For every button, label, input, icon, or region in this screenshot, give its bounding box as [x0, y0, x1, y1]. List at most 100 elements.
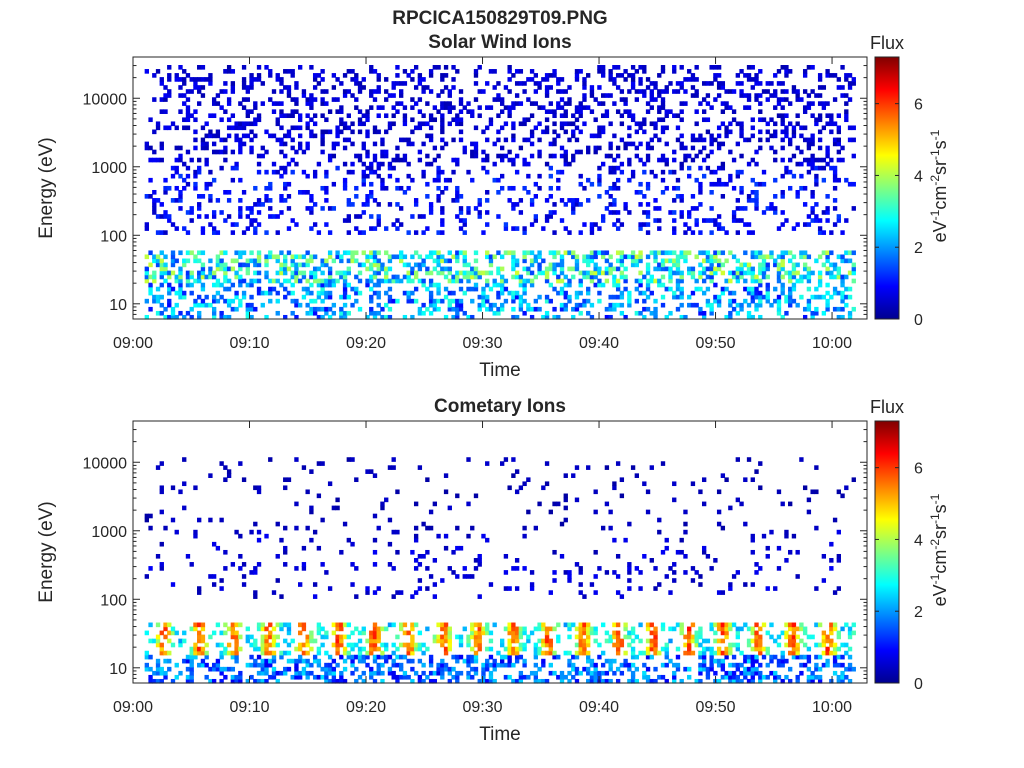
spectrogram-cell [690, 230, 696, 235]
spectrogram-cell [174, 662, 179, 668]
spectrogram-cell [810, 206, 815, 211]
spectrogram-cell [608, 121, 613, 127]
spectrogram-cell [256, 153, 262, 159]
spectrogram-cell [750, 670, 755, 676]
spectrogram-cell [148, 666, 153, 672]
spectrogram-cell [470, 634, 475, 640]
spectrogram-cell [844, 622, 849, 628]
spectrogram-cell [836, 558, 841, 563]
spectrogram-cell [197, 634, 202, 640]
spectrogram-cell [208, 302, 213, 308]
spectrogram-cell [750, 630, 755, 636]
spectrogram-cell [619, 642, 625, 648]
spectrogram-cell [492, 161, 497, 167]
spectrogram-cell [773, 586, 778, 591]
spectrogram-cell [541, 258, 546, 264]
spectrogram-cell [428, 662, 434, 668]
spectrogram-cell [152, 157, 157, 163]
spectrogram-cell [814, 465, 819, 470]
spectrogram-cell [369, 278, 374, 284]
spectrogram-cell [701, 650, 707, 656]
spectrogram-cell [406, 161, 411, 167]
spectrogram-cell [245, 310, 250, 316]
plot-frame [132, 56, 868, 320]
spectrogram-cell [672, 674, 677, 680]
spectrogram-cell [170, 254, 176, 260]
spectrogram-cell [425, 226, 430, 231]
spectrogram-cell [829, 117, 834, 123]
spectrogram-cell [814, 489, 819, 495]
spectrogram-cell [638, 638, 643, 644]
spectrogram-cell [152, 202, 157, 207]
spectrogram-cell [559, 553, 565, 559]
spectrogram-cell [481, 270, 486, 276]
spectrogram-cell [324, 678, 329, 684]
spectrogram-cell [350, 121, 355, 127]
spectrogram-cell [253, 521, 258, 527]
spectrogram-cell [440, 129, 445, 135]
spectrogram-cell [791, 125, 797, 131]
spectrogram-cell [630, 77, 636, 82]
spectrogram-cell [619, 258, 625, 264]
spectrogram-cell [320, 141, 325, 147]
spectrogram-cell [825, 646, 830, 652]
spectrogram-cell [773, 654, 778, 660]
spectrogram-cell [298, 658, 303, 664]
spectrogram-cell [574, 266, 580, 272]
spectrogram-cell [672, 157, 677, 163]
spectrogram-cell [649, 97, 654, 102]
spectrogram-cell [672, 169, 677, 175]
spectrogram-cell [709, 266, 714, 272]
spectrogram-cell [387, 266, 393, 272]
spectrogram-cell [428, 678, 434, 684]
spectrogram-cell [664, 161, 669, 167]
spectrogram-cell [765, 630, 770, 636]
spectrogram-cell [223, 149, 228, 155]
spectrogram-cell [600, 129, 606, 135]
spectrogram-cell [788, 678, 793, 684]
spectrogram-cell [286, 642, 292, 648]
spectrogram-cell [574, 262, 580, 268]
spectrogram-cell [559, 258, 565, 264]
spectrogram-cell [582, 222, 587, 227]
spectrogram-cell [391, 93, 396, 98]
spectrogram-cell [406, 185, 411, 191]
spectrogram-cell [279, 101, 284, 106]
spectrogram-cell [563, 517, 568, 523]
spectrogram-cell [312, 582, 318, 587]
spectrogram-cell [264, 274, 269, 280]
spectrogram-cell [327, 230, 333, 235]
spectrogram-cell [578, 582, 583, 587]
spectrogram-cell [556, 262, 561, 268]
spectrogram-cell [312, 85, 318, 90]
spectrogram-cell [746, 266, 752, 272]
spectrogram-cell [578, 149, 583, 155]
spectrogram-cell [178, 642, 183, 648]
spectrogram-cell [608, 525, 613, 531]
spectrogram-cell [630, 626, 636, 632]
spectrogram-cell [339, 254, 344, 260]
spectrogram-cell [204, 141, 209, 147]
colorbar-gradient [874, 56, 900, 320]
spectrogram-cell [219, 137, 224, 143]
spectrogram-cell [350, 630, 355, 636]
spectrogram-cell [395, 109, 400, 114]
spectrogram-cell [735, 270, 740, 276]
spectrogram-cell [410, 214, 415, 219]
spectrogram-cell [578, 590, 583, 595]
spectrogram-cell [556, 89, 561, 94]
spectrogram-cell [810, 161, 815, 167]
spectrogram-cell [724, 646, 729, 652]
spectrogram-cell [627, 177, 632, 183]
spectrogram-cell [556, 77, 561, 82]
spectrogram-cell [230, 678, 236, 684]
spectrogram-cell [829, 274, 834, 280]
spectrogram-cell [488, 270, 494, 276]
spectrogram-cell [522, 161, 527, 167]
spectrogram-cell [627, 294, 632, 300]
spectrogram-cell [327, 306, 333, 312]
spectrogram-cell [477, 630, 482, 636]
spectrogram-cell [279, 77, 284, 82]
spectrogram-cell [485, 157, 490, 163]
